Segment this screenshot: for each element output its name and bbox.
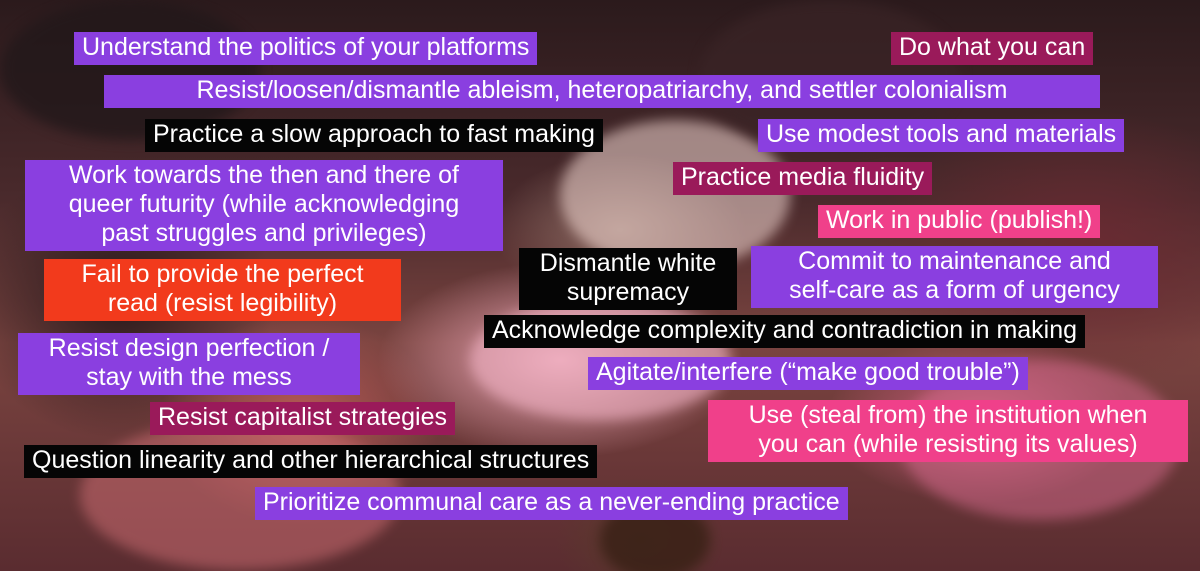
statement-text: Prioritize communal care as a never-endi… [263, 488, 840, 516]
shadow-shape [0, 0, 260, 140]
statement-slow-approach: Practice a slow approach to fast making [145, 119, 603, 152]
statement-line: self-care as a form of urgency [789, 276, 1120, 304]
statement-text: Practice media fluidity [681, 163, 925, 191]
statement-text: Agitate/interfere (“make good trouble”) [596, 358, 1020, 386]
statement-line: Work towards the then and there of [68, 161, 460, 189]
statement-text: Understand the politics of your platform… [82, 33, 530, 61]
statement-text: Work in public (publish!) [826, 206, 1093, 234]
statement-modest-tools: Use modest tools and materials [758, 119, 1125, 152]
statement-question-linearity: Question linearity and other hierarchica… [24, 445, 598, 478]
statement-capitalist-strategies: Resist capitalist strategies [150, 402, 456, 435]
statement-line: you can (while resisting its values) [758, 430, 1138, 458]
statement-line: read (resist legibility) [107, 289, 338, 317]
statement-line: supremacy [566, 278, 690, 306]
statement-text: Acknowledge complexity and contradiction… [492, 316, 1078, 344]
statement-line: Resist design perfection / [48, 334, 330, 362]
statement-text: Resist capitalist strategies [158, 403, 448, 431]
statement-line: Commit to maintenance and [798, 247, 1111, 275]
statement-text: Resist/loosen/dismantle ableism, heterop… [196, 76, 1008, 104]
statement-text: Do what you can [899, 33, 1086, 61]
statement-line: Fail to provide the perfect [81, 260, 364, 288]
statement-resist-ableism: Resist/loosen/dismantle ableism, heterop… [104, 75, 1100, 108]
statement-line: queer futurity (while acknowledging [68, 190, 460, 218]
statement-dismantle-white-supremacy: Dismantle white supremacy [519, 248, 737, 310]
statement-media-fluidity: Practice media fluidity [673, 162, 933, 195]
statement-design-perfection: Resist design perfection / stay with the… [18, 333, 360, 395]
statement-text: Use modest tools and materials [766, 120, 1117, 148]
statement-use-institution: Use (steal from) the institution when yo… [708, 400, 1188, 462]
statement-line: past struggles and privileges) [101, 219, 427, 247]
statement-line: Dismantle white [539, 249, 717, 277]
statement-text: Practice a slow approach to fast making [153, 120, 595, 148]
statement-line: stay with the mess [86, 363, 292, 391]
statement-acknowledge-complexity: Acknowledge complexity and contradiction… [484, 315, 1086, 348]
statement-work-in-public: Work in public (publish!) [818, 205, 1101, 238]
statement-maintenance-self-care: Commit to maintenance and self-care as a… [751, 246, 1158, 308]
statement-line: Use (steal from) the institution when [748, 401, 1148, 429]
statement-text: Question linearity and other hierarchica… [32, 446, 590, 474]
statement-agitate-interfere: Agitate/interfere (“make good trouble”) [588, 357, 1028, 390]
statement-do-what-you-can: Do what you can [891, 32, 1094, 65]
statement-fail-perfect-read: Fail to provide the perfect read (resist… [44, 259, 401, 321]
statement-queer-futurity: Work towards the then and there of queer… [25, 160, 503, 251]
statement-politics-of-platforms: Understand the politics of your platform… [74, 32, 538, 65]
statement-communal-care: Prioritize communal care as a never-endi… [255, 487, 848, 520]
